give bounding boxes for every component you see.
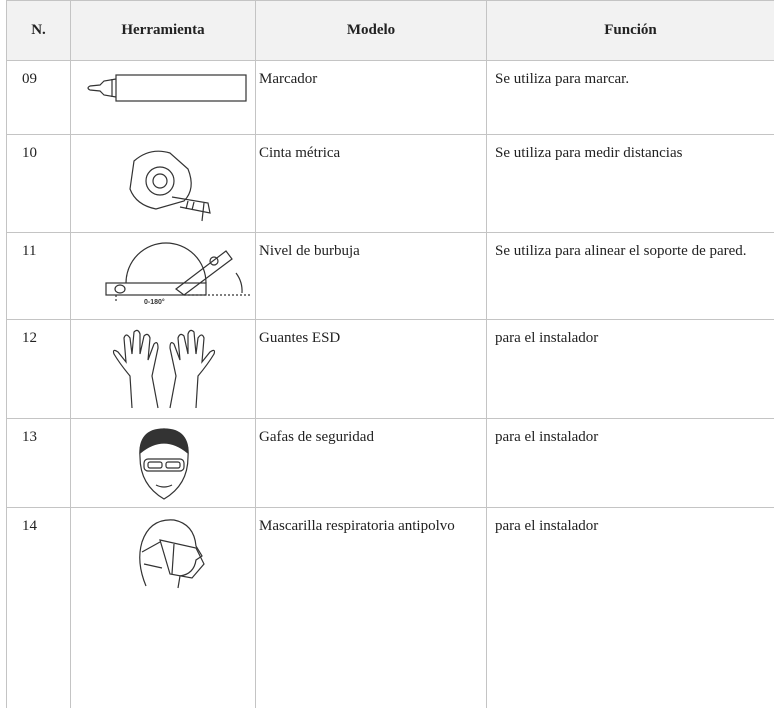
- model: Guantes ESD: [256, 320, 487, 419]
- model: Cinta métrica: [256, 135, 487, 233]
- level-label: 0-180°: [144, 298, 165, 306]
- model: Nivel de burbuja: [256, 233, 487, 320]
- mask-icon: [76, 512, 251, 592]
- row-number: 09: [7, 61, 71, 135]
- marker-icon: [76, 65, 251, 115]
- tool-image: [71, 419, 256, 508]
- tape-icon: [76, 139, 251, 225]
- head: [139, 520, 203, 588]
- goggles-icon: [76, 423, 251, 503]
- function: Se utiliza para alinear el soporte de pa…: [487, 233, 774, 320]
- row-number: 11: [7, 233, 71, 320]
- level-icon: 0-180°: [76, 237, 251, 307]
- page: Herramientas {"table": { "headers": ["N.…: [0, 0, 774, 677]
- gloves-icon: [76, 324, 251, 414]
- model: Mascarilla respiratoria antipolvo: [256, 508, 487, 708]
- tool-image: [71, 61, 256, 135]
- column-header: Modelo: [256, 1, 487, 61]
- gloves: [113, 330, 214, 408]
- level: [106, 243, 251, 303]
- column-header: N.: [7, 1, 71, 61]
- row-number: 14: [7, 508, 71, 708]
- row-number: 12: [7, 320, 71, 419]
- function: Se utiliza para medir distancias: [487, 135, 774, 233]
- tool-image: [71, 135, 256, 233]
- model: Marcador: [256, 61, 487, 135]
- function: para el instalador: [487, 508, 774, 708]
- tape: [130, 151, 210, 221]
- function: para el instalador: [487, 320, 774, 419]
- tool-image: [71, 320, 256, 419]
- function: para el instalador: [487, 419, 774, 508]
- face: [139, 429, 187, 499]
- function: Se utiliza para marcar.: [487, 61, 774, 135]
- tool-image: [71, 508, 256, 708]
- row-number: 10: [7, 135, 71, 233]
- column-header: Herramienta: [71, 1, 256, 61]
- column-header: Función: [487, 1, 774, 61]
- model: Gafas de seguridad: [256, 419, 487, 508]
- row-number: 13: [7, 419, 71, 508]
- marker: [88, 75, 246, 101]
- tool-image: 0-180°: [71, 233, 256, 320]
